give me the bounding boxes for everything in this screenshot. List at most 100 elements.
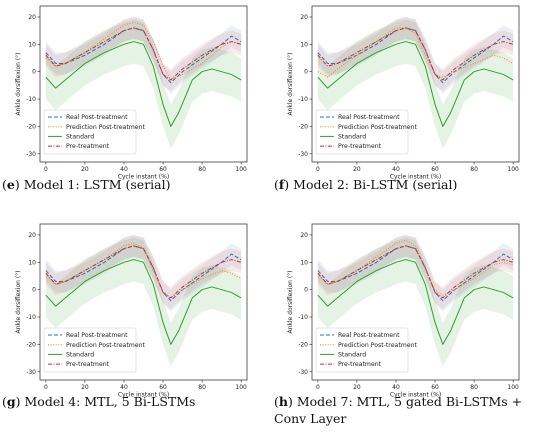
series-line [317,239,514,296]
confidence-band [317,16,514,94]
y-tick-label: -10 [26,314,36,321]
y-tick-label: -30 [26,369,36,376]
legend-entry: Pre-treatment [338,143,382,150]
chart-panel-g: 0 20 40 60 80 100 -30 -20 -10 0 10 20 Cycle instant … [0,218,270,433]
caption-text: Model 2: Bi-LSTM (serial) [289,177,458,192]
confidence-band [317,16,514,91]
y-axis-label: Ankle dorsiflexion (°) [287,270,294,333]
plot-area [317,16,514,149]
x-tick-label: 20 [81,166,89,173]
legend-entry: Real Post-treatment [66,114,128,121]
y-tick-label: 20 [28,232,36,239]
x-tick-label: 20 [353,384,361,391]
legend: Real Post-treatment Prediction Post-treat… [315,109,417,155]
confidence-band [317,19,514,149]
x-tick-label: 60 [159,384,167,391]
chart-g: 0 20 40 60 80 100 -30 -20 -10 0 10 20 Cycle instant … [15,223,248,399]
caption-letter: f [278,177,285,192]
y-tick-label: -20 [26,123,36,130]
legend-box [43,109,137,155]
series-line [317,41,514,127]
legend-entry: Standard [338,134,366,141]
confidence-band [45,234,242,309]
x-tick-label: 60 [159,166,167,173]
y-tick-label: 10 [300,259,308,266]
caption-text: Model 7: MTL, 5 gated Bi-LSTMs + Conv La… [274,394,523,426]
chart-e: 0 20 40 60 80 100 -30 -20 -10 0 10 20 Cycle instant … [15,5,248,181]
caption-letter: e [6,177,15,192]
series-line [45,21,242,81]
legend-entry: Real Post-treatment [338,114,400,121]
x-tick-label: 80 [198,384,206,391]
x-tick-label: 60 [431,384,439,391]
x-tick-label: 40 [120,384,128,391]
figure-caption: (e) Model 1: LSTM (serial) [2,177,171,192]
x-axis-label: Cycle instant (%) [390,392,441,399]
confidence-band [45,234,242,312]
y-tick-label: -10 [298,96,308,103]
chart-panel-f: 0 20 40 60 80 100 -30 -20 -10 0 10 20 Cycle instant … [272,0,542,215]
series-line [45,41,242,127]
x-tick-label: 0 [316,384,320,391]
x-tick-label: 40 [120,166,128,173]
legend-box [43,327,137,373]
y-tick-label: 10 [28,41,36,48]
series-line [317,245,514,299]
legend-entry: Prediction Post-treatment [66,342,145,349]
legend-entry: Pre-treatment [338,361,382,368]
series-line [45,27,242,81]
confidence-band [45,237,242,367]
confidence-band [45,16,242,91]
legend-entry: Pre-treatment [66,361,110,368]
y-tick-label: 20 [28,14,36,21]
legend-entry: Real Post-treatment [338,332,400,339]
x-tick-label: 20 [353,166,361,173]
y-tick-label: 10 [28,259,36,266]
axes-frame [311,5,520,163]
series-line [45,259,242,345]
legend-entry: Prediction Post-treatment [338,342,417,349]
x-tick-label: 0 [44,166,48,173]
x-axis-label: Cycle instant (%) [390,174,441,181]
y-tick-label: 20 [300,232,308,239]
legend: Real Post-treatment Prediction Post-treat… [43,327,145,373]
figure-caption: (f) Model 2: Bi-LSTM (serial) [274,177,458,192]
x-tick-label: 80 [470,384,478,391]
legend-entry: Prediction Post-treatment [338,124,417,131]
y-axis-label: Ankle dorsiflexion (°) [15,52,22,115]
series-line [317,27,514,81]
chart-panel-e: 0 20 40 60 80 100 -30 -20 -10 0 10 20 Cycle instant … [0,0,270,215]
legend-box [315,109,409,155]
confidence-band [45,16,242,94]
legend-entry: Pre-treatment [66,143,110,150]
y-tick-label: 0 [304,69,308,76]
x-tick-label: 40 [392,384,400,391]
chart-f: 0 20 40 60 80 100 -30 -20 -10 0 10 20 Cycle instant … [287,5,520,181]
x-tick-label: 100 [507,384,519,391]
caption-letter: h [278,394,288,409]
caption-text: Model 1: LSTM (serial) [19,177,171,192]
axes-frame [311,223,520,381]
series-line [45,242,242,299]
plot-area [45,234,242,367]
series-line [45,245,242,299]
figure-caption: (h) Model 7: MTL, 5 gated Bi-LSTMs + Con… [274,394,523,426]
y-axis-label: Ankle dorsiflexion (°) [15,270,22,333]
chart-h: 0 20 40 60 80 100 -30 -20 -10 0 10 20 Cycle instant … [287,223,520,399]
legend-entry: Real Post-treatment [66,332,128,339]
y-tick-label: 10 [300,41,308,48]
y-tick-label: -30 [298,369,308,376]
y-tick-label: 20 [300,14,308,21]
legend-entry: Standard [66,134,94,141]
x-tick-label: 40 [392,166,400,173]
caption-text: Model 4: MTL, 5 Bi-LSTMs [20,394,196,409]
x-axis-label: Cycle instant (%) [118,174,169,181]
x-tick-label: 100 [235,166,247,173]
x-tick-label: 100 [507,166,519,173]
plot-area [317,234,514,367]
confidence-band [317,237,514,367]
x-tick-label: 0 [44,384,48,391]
y-tick-label: -10 [26,96,36,103]
y-tick-label: -20 [298,341,308,348]
y-tick-label: -20 [26,341,36,348]
